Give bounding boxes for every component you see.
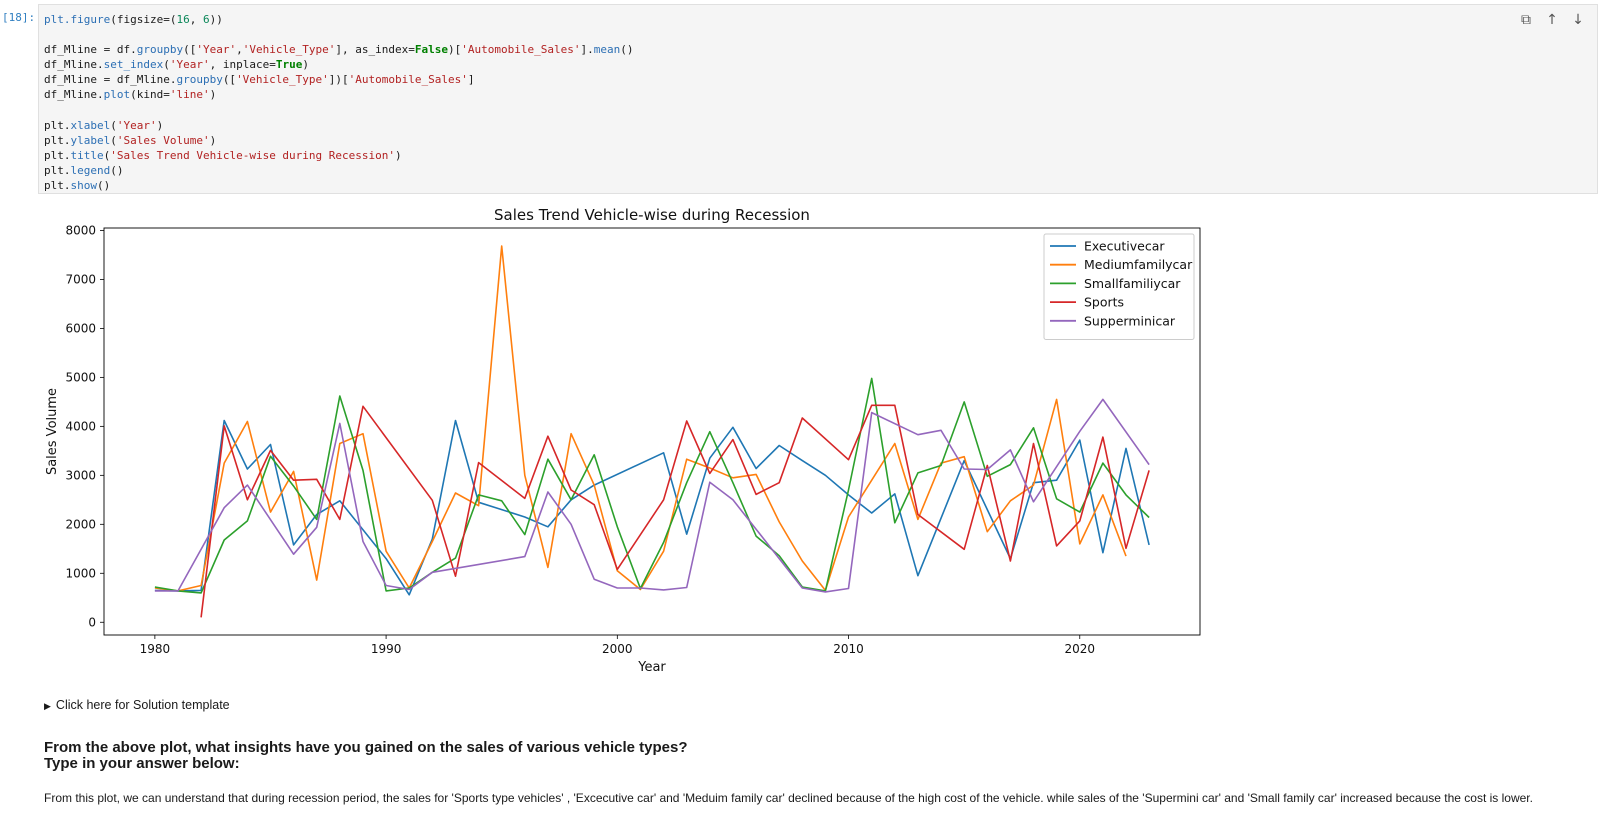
solution-toggle-label: Click here for Solution template bbox=[55, 698, 230, 712]
series-line-mediumfamilycar bbox=[154, 245, 1127, 592]
legend-label: Mediumfamilycar bbox=[1084, 257, 1193, 272]
x-tick-label: 2020 bbox=[1064, 642, 1095, 656]
code-line: df_Mline.set_index('Year', inplace=True) bbox=[44, 58, 309, 72]
solution-template-toggle[interactable]: ▶ Click here for Solution template bbox=[44, 698, 230, 712]
move-down-icon[interactable]: ↓ bbox=[1572, 12, 1584, 28]
series-line-smallfamiliycar bbox=[154, 377, 1150, 594]
x-tick-label: 2000 bbox=[602, 642, 633, 656]
code-line: plt.xlabel('Year') bbox=[44, 118, 164, 132]
x-tick-label: 1980 bbox=[140, 642, 171, 656]
code-line: plt.show() bbox=[44, 179, 111, 193]
code-editor[interactable]: plt.figure(figsize=(16, 6)) df_Mline = d… bbox=[39, 5, 1597, 193]
code-line: plt.title('Sales Trend Vehicle-wise duri… bbox=[44, 148, 402, 162]
code-line: plt.figure(figsize=(16, 6)) bbox=[44, 13, 223, 26]
y-tick-label: 8000 bbox=[65, 223, 96, 237]
y-tick-label: 7000 bbox=[65, 272, 96, 286]
code-cell[interactable]: plt.figure(figsize=(16, 6)) df_Mline = d… bbox=[38, 4, 1598, 194]
code-line: df_Mline = df.groupby(['Year','Vehicle_T… bbox=[44, 43, 634, 57]
chart-title: Sales Trend Vehicle-wise during Recessio… bbox=[494, 206, 810, 224]
line-chart: Sales Trend Vehicle-wise during Recessio… bbox=[45, 206, 1201, 675]
question-heading: From the above plot, what insights have … bbox=[44, 740, 687, 772]
code-line: df_Mline.plot(kind='line') bbox=[44, 88, 217, 102]
legend-label: Smallfamiliycar bbox=[1084, 276, 1181, 291]
legend-label: Executivecar bbox=[1084, 239, 1165, 254]
code-line: df_Mline = df_Mline.groupby(['Vehicle_Ty… bbox=[44, 73, 475, 87]
cell-toolbar: ⧉ ↑ ↓ bbox=[1517, 11, 1587, 29]
x-axis-label: Year bbox=[637, 660, 666, 675]
y-tick-label: 0 bbox=[88, 615, 96, 629]
question-line: From the above plot, what insights have … bbox=[44, 739, 688, 756]
legend-label: Sports bbox=[1084, 295, 1124, 310]
copy-icon[interactable]: ⧉ bbox=[1521, 12, 1531, 28]
series-line-supperminicar bbox=[154, 398, 1150, 593]
triangle-right-icon: ▶ bbox=[44, 701, 51, 711]
y-axis-label: Sales Volume bbox=[45, 388, 60, 475]
plot-frame bbox=[103, 227, 1201, 636]
legend-box bbox=[1043, 233, 1195, 340]
x-tick-label: 2010 bbox=[833, 642, 864, 656]
legend-label: Supperminicar bbox=[1084, 313, 1176, 328]
y-tick-label: 4000 bbox=[65, 419, 96, 433]
y-tick-label: 5000 bbox=[65, 370, 96, 384]
series-line-sports bbox=[200, 404, 1150, 618]
series-line-executivecar bbox=[154, 419, 1150, 596]
y-tick-label: 6000 bbox=[65, 321, 96, 335]
answer-prompt-line: Type in your answer below: bbox=[44, 755, 240, 772]
y-tick-label: 2000 bbox=[65, 517, 96, 531]
cell-prompt: [18]: bbox=[2, 11, 36, 24]
y-tick-label: 3000 bbox=[65, 468, 96, 482]
answer-text: From this plot, we can understand that d… bbox=[44, 791, 1533, 805]
code-line: plt.ylabel('Sales Volume') bbox=[44, 133, 217, 147]
y-tick-label: 1000 bbox=[65, 566, 96, 580]
code-line: plt.legend() bbox=[44, 163, 124, 177]
move-up-icon[interactable]: ↑ bbox=[1546, 12, 1558, 28]
x-tick-label: 1990 bbox=[371, 642, 402, 656]
